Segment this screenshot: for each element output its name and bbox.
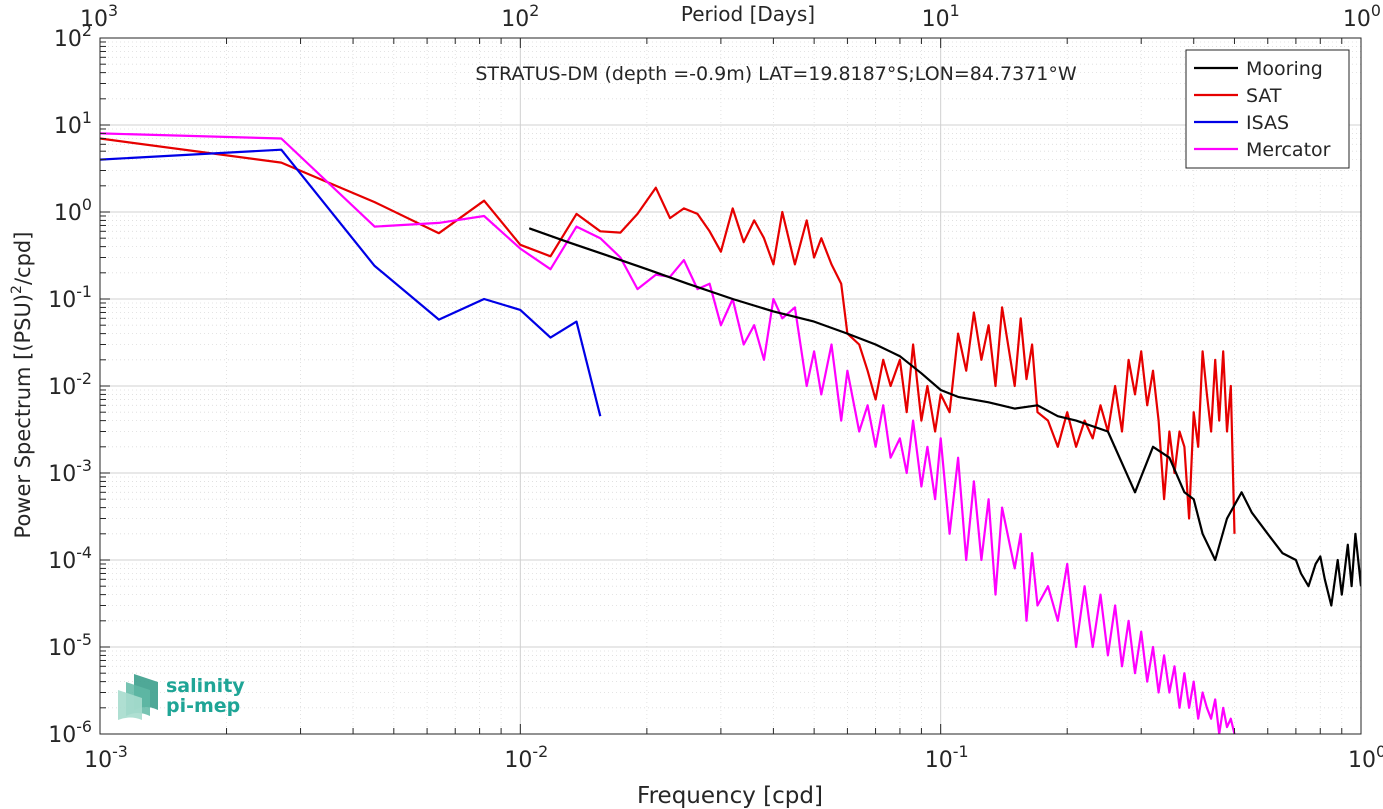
x-axis-label: Frequency [cpd] [637, 783, 823, 809]
series-line-sat [100, 137, 1236, 534]
y-tick-label: 10-4 [48, 543, 92, 574]
x-tick-label: 10-3 [84, 742, 128, 773]
y-tick-label: 100 [54, 195, 92, 226]
series-line-isas [100, 148, 602, 417]
legend-label-mercator: Mercator [1246, 139, 1331, 161]
x-tick-label: 10-1 [925, 742, 969, 773]
y-tick-label: 101 [54, 108, 92, 139]
y-axis-label: Power Spectrum [(PSU)2/cpd] [9, 232, 35, 539]
y-tick-label: 10-2 [48, 369, 92, 400]
series-layer [100, 132, 1361, 734]
logo-line2: pi-mep [166, 695, 240, 717]
x2-axis-label: Period [Days] [681, 2, 815, 26]
y-tick-label: 10-5 [48, 630, 92, 661]
y-tick-label: 102 [54, 21, 92, 52]
x-tick-label: 100 [1348, 742, 1383, 773]
x2-tick-label: 101 [922, 1, 960, 32]
chart-title: STRATUS-DM (depth =-0.9m) LAT=19.8187°S;… [475, 63, 1076, 85]
y-tick-label: 10-6 [48, 717, 92, 748]
y-tick-label: 10-1 [48, 282, 92, 313]
x2-tick-label: 102 [501, 1, 539, 32]
y-axis-label-sup: 2 [9, 285, 25, 294]
x2-tick-label: 103 [80, 1, 118, 32]
labels-layer: 10-3 10-2 10-1 100 10-6 10-5 10-4 10-3 10-2 10-1 1… [48, 1, 1383, 773]
logo-line1: salinity [166, 675, 245, 697]
legend-label-sat: SAT [1246, 85, 1282, 107]
y-tick-label: 10-3 [48, 456, 92, 487]
legend: Mooring SAT ISAS Mercator [1185, 49, 1350, 169]
x2-tick-label: 100 [1343, 1, 1381, 32]
wave-icon [118, 674, 158, 720]
y-axis-label-tail: /cpd] [11, 232, 35, 285]
ticks-layer [99, 37, 1362, 735]
series-line-mooring [528, 227, 1361, 607]
x-tick-label: 10-2 [504, 742, 548, 773]
legend-label-mooring: Mooring [1246, 58, 1323, 80]
salinity-logo: salinity pi-mep [118, 674, 245, 720]
series-line-mercator [100, 132, 1236, 734]
y-axis-label-main: Power Spectrum [(PSU) [11, 294, 35, 539]
legend-label-isas: ISAS [1246, 112, 1289, 134]
